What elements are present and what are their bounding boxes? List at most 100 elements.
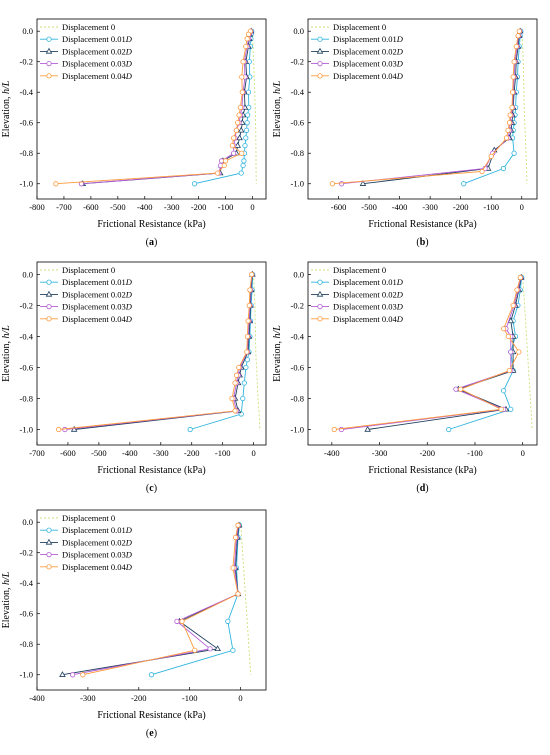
y-axis-title-italic: h/L — [1, 80, 12, 94]
chart-panel: -400 -300 -200 -100 0 0.0 -0.2 -0.4 -0.6 -0.8 -1.0… — [272, 261, 538, 494]
series-line — [253, 274, 261, 430]
legend-marker — [45, 538, 53, 545]
legend-label: Displacement 0.02D — [333, 289, 404, 299]
legend-label-text: Displacement 0.02 — [333, 46, 397, 56]
x-tick-label: -100 — [483, 202, 499, 212]
series-line — [332, 31, 520, 185]
x-tick-label: -100 — [215, 448, 231, 458]
data-point — [244, 127, 250, 133]
legend-label-italic: D — [396, 314, 404, 324]
x-tick-label: -600 — [331, 202, 347, 212]
x-tick-label: -200 — [191, 202, 207, 212]
data-point — [364, 425, 371, 432]
data-point — [500, 165, 507, 172]
x-tick-label: -800 — [29, 202, 45, 212]
y-axis-title-text: Elevation, — [1, 94, 12, 137]
data-point — [148, 672, 155, 678]
legend-label-italic: D — [125, 550, 133, 560]
x-tick-label: -100 — [182, 693, 198, 703]
data-point — [236, 112, 242, 118]
data-point — [331, 426, 337, 433]
series-line — [521, 31, 528, 184]
data-point — [239, 89, 245, 95]
panel-label-close: ) — [154, 237, 157, 248]
x-tick-label: -300 — [153, 448, 169, 458]
legend-label-text: Displacement 0.01 — [62, 34, 126, 44]
legend-label: Displacement 0.04D — [333, 71, 404, 81]
legend-marker — [45, 290, 53, 297]
panel-label: (a) — [146, 237, 158, 248]
x-axis-title: Frictional Resistance (kPa) — [368, 465, 476, 476]
data-point — [62, 426, 68, 433]
legend-label: Displacement 0.04D — [62, 71, 133, 81]
y-tick-label: -0.4 — [291, 331, 305, 341]
chart-panel: -700 -600 -500 -400 -300 -200 -100 0 0.0 -0.2 -0.4… — [1, 261, 267, 494]
data-point — [243, 43, 249, 50]
legend-label-italic: D — [396, 59, 404, 69]
data-point — [501, 388, 507, 394]
legend-label-italic: D — [396, 46, 404, 56]
legend-marker — [46, 303, 52, 310]
y-tick-label: -0.2 — [20, 548, 33, 558]
panel-label-open: ( — [416, 237, 420, 248]
panel-label-close: ) — [425, 237, 428, 248]
data-point — [244, 36, 250, 42]
data-point — [501, 326, 507, 332]
x-tick-label: 0 — [250, 202, 254, 212]
legend-label-text: Displacement 0.03 — [333, 302, 397, 312]
legend-label-text: Displacement 0 — [62, 513, 115, 523]
data-point — [231, 150, 237, 156]
legend-label-text: Displacement 0.01 — [333, 277, 397, 287]
legend-label-text: Displacement 0.02 — [62, 46, 126, 56]
x-tick-label: -300 — [164, 202, 180, 212]
y-tick-label: 0.0 — [22, 26, 33, 36]
y-tick-label: -0.2 — [291, 300, 304, 310]
data-point — [453, 386, 459, 392]
legend-label-italic: D — [396, 71, 404, 81]
y-tick-label: -0.2 — [20, 300, 33, 310]
legend-label: Displacement 0.04D — [62, 562, 133, 572]
legend-label: Displacement 0.01D — [333, 34, 404, 44]
legend-label: Displacement 0.03D — [62, 550, 133, 560]
chart-panel: -400 -300 -200 -100 0 0.0 -0.2 -0.4 -0.6 -0.8 -1.0… — [1, 509, 267, 739]
data-point — [174, 618, 180, 624]
y-tick-label: -1.0 — [20, 670, 33, 680]
legend-label-italic: D — [396, 277, 404, 287]
panel-label-letter: e — [149, 728, 154, 739]
data-point — [338, 181, 345, 187]
data-point — [510, 302, 516, 309]
data-point — [241, 380, 247, 386]
y-tick-label: 0.0 — [293, 269, 304, 279]
data-point — [242, 143, 248, 149]
legend-marker — [316, 47, 324, 54]
y-tick-label: -0.8 — [20, 639, 33, 649]
legend-label-italic: D — [125, 277, 133, 287]
x-tick-label: -100 — [218, 202, 234, 212]
series-line — [251, 31, 257, 184]
x-tick-label: 0 — [238, 693, 242, 703]
panel-label: (c) — [146, 483, 157, 494]
series-group — [56, 270, 261, 433]
x-tick-label: -200 — [184, 448, 200, 458]
data-point — [232, 408, 238, 414]
data-point — [231, 135, 237, 141]
y-axis-title-italic: h/L — [1, 571, 12, 585]
y-tick-label: -0.4 — [20, 331, 34, 341]
x-tick-label: -400 — [324, 448, 340, 458]
y-tick-label: -0.8 — [291, 148, 304, 158]
plot-frame — [307, 18, 538, 200]
data-point — [488, 153, 494, 159]
y-tick-label: -0.8 — [20, 393, 33, 403]
data-point — [179, 618, 185, 624]
x-tick-label: -700 — [29, 448, 45, 458]
legend-label-italic: D — [125, 46, 133, 56]
legend-label: Displacement 0 — [333, 265, 386, 275]
data-point — [230, 647, 236, 653]
legend-label-text: Displacement 0.01 — [62, 277, 126, 287]
data-point — [243, 135, 249, 141]
data-point — [246, 302, 252, 309]
data-point — [510, 74, 516, 80]
y-axis-title-text: Elevation, — [272, 339, 283, 382]
